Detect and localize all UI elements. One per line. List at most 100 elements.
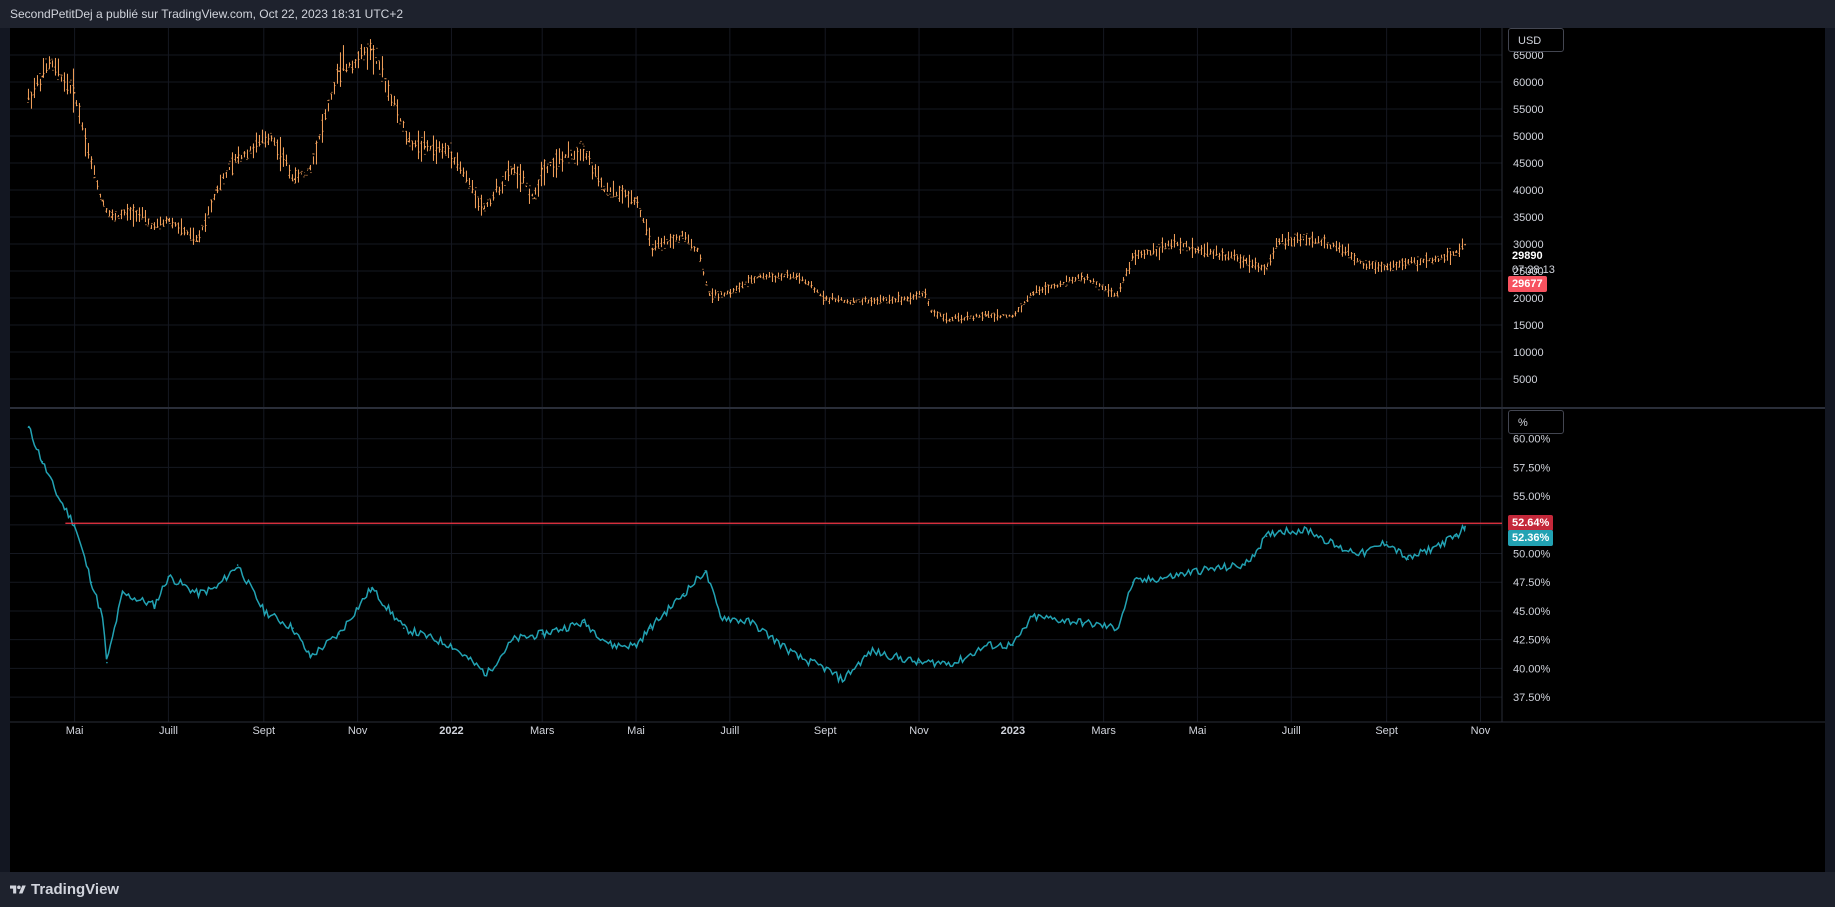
indicator-data-point (215, 587, 217, 589)
indicator-tick-label: 45.00% (1513, 606, 1551, 618)
indicator-data-point (1244, 564, 1246, 566)
price-tick-label: 30000 (1513, 239, 1544, 251)
price-data-point (407, 140, 410, 143)
price-tick-label: 40000 (1513, 185, 1544, 197)
price-tick-label: 45000 (1513, 158, 1544, 170)
indicator-tick-label: 40.00% (1513, 663, 1551, 675)
indicator-data-point (106, 661, 108, 664)
time-tick-label: Sept (1375, 725, 1398, 737)
indicator-data-point (262, 610, 265, 612)
price-data-point (196, 240, 199, 243)
indicator-data-point (824, 667, 827, 670)
header-bar: SecondPetitDej a publié sur TradingView.… (0, 0, 1835, 28)
price-data-point (533, 197, 536, 199)
indicator-data-point (610, 644, 613, 647)
tradingview-logo-icon[interactable] (10, 883, 26, 897)
price-data-point (236, 156, 239, 159)
time-tick-label: Nov (909, 725, 929, 737)
price-data-point (270, 135, 273, 137)
price-data-point (1132, 256, 1134, 259)
indicator-data-point (985, 644, 988, 647)
indicator-tick-label: 37.50% (1513, 692, 1551, 704)
indicator-data-point (649, 627, 651, 629)
indicator-data-point (704, 569, 707, 572)
indicator-data-point (486, 673, 488, 675)
price-data-point (824, 297, 827, 299)
price-data-point (135, 210, 137, 213)
indicator-data-point (582, 621, 585, 624)
time-tick-label: Nov (348, 725, 368, 737)
tradingview-brand[interactable]: TradingView (31, 881, 120, 898)
countdown-label: 07:28:13 (1512, 264, 1555, 276)
price-data-point (512, 167, 514, 170)
indicator-data-point (402, 627, 405, 629)
indicator-data-point (1278, 529, 1280, 532)
price-data-point (582, 148, 585, 151)
indicator-unit-label: % (1518, 417, 1528, 429)
price-data-point (110, 216, 113, 218)
price-data-point (652, 248, 654, 251)
price-data-point (27, 97, 30, 99)
price-data-point (1265, 267, 1268, 270)
price-data-point (1032, 291, 1034, 294)
indicator-tick-label: 60.00% (1513, 434, 1551, 446)
price-data-point (49, 62, 51, 64)
price-data-point (796, 275, 799, 278)
chart-area[interactable]: 5000 10000 15000 20000 25000 30000 35000 40000 4… (10, 28, 1825, 872)
chart-canvas[interactable]: 5000 10000 15000 20000 25000 30000 35000 40000 4… (10, 28, 1825, 872)
footer-bar: TradingView (0, 872, 1835, 907)
indicator-data-point (1265, 535, 1268, 538)
price-data-point (167, 218, 170, 221)
price-data-point (924, 291, 926, 294)
price-data-point (541, 167, 543, 170)
price-tag: 29677 (1508, 276, 1547, 292)
indicator-data-point (682, 592, 685, 595)
indicator-data-point (292, 627, 294, 629)
time-tick-label: Sept (814, 725, 837, 737)
price-data-point (370, 48, 373, 51)
indicator-data-point (635, 644, 637, 647)
indicator-tick-label: 47.50% (1513, 577, 1551, 589)
price-data-point (1116, 294, 1119, 297)
price-unit-button[interactable]: USD (1508, 28, 1564, 52)
time-tick-label: Nov (1471, 725, 1491, 737)
indicator-data-point (750, 621, 753, 624)
price-data-point (635, 197, 637, 199)
time-tick-label: 2022 (439, 725, 463, 737)
indicator-data-point (955, 661, 957, 664)
indicator-data-point (56, 495, 59, 497)
price-data-point (681, 235, 683, 237)
price-data-point (1338, 247, 1340, 250)
indicator-data-point (1431, 546, 1434, 549)
time-tick-label: Juill (720, 725, 739, 737)
indicator-data-point (73, 524, 76, 526)
price-tick-label: 25000 (1513, 266, 1544, 278)
indicator-data-point (90, 581, 93, 584)
indicator-data-point (1032, 615, 1034, 618)
time-tick-label: Mars (530, 725, 555, 737)
indicator-data-point (719, 615, 722, 618)
indicator-series-line (27, 425, 1466, 684)
price-tick-label: 50000 (1513, 131, 1544, 143)
publisher-info: SecondPetitDej a publié sur TradingView.… (10, 7, 404, 21)
price-data-point (338, 70, 340, 72)
price-data-point (73, 92, 76, 94)
price-data-point (729, 291, 731, 294)
price-data-point (709, 294, 711, 297)
price-data-point (293, 178, 296, 180)
indicator-data-point (1196, 569, 1199, 572)
indicator-tick-label: 57.50% (1513, 462, 1551, 474)
price-data-point (1308, 237, 1311, 240)
price-data-point (90, 162, 93, 164)
price-data-point (393, 102, 396, 105)
indicator-unit-button[interactable]: % (1508, 410, 1564, 434)
price-data-point (153, 227, 156, 229)
indicator-data-point (370, 587, 373, 589)
price-data-point (1244, 259, 1246, 261)
price-data-point (930, 310, 933, 313)
time-tick-label: Sept (252, 725, 275, 737)
price-data-point (870, 299, 873, 302)
indicator-data-point (1407, 558, 1409, 561)
price-tick-label: 5000 (1513, 374, 1537, 386)
time-tick-label: Juill (1282, 725, 1301, 737)
